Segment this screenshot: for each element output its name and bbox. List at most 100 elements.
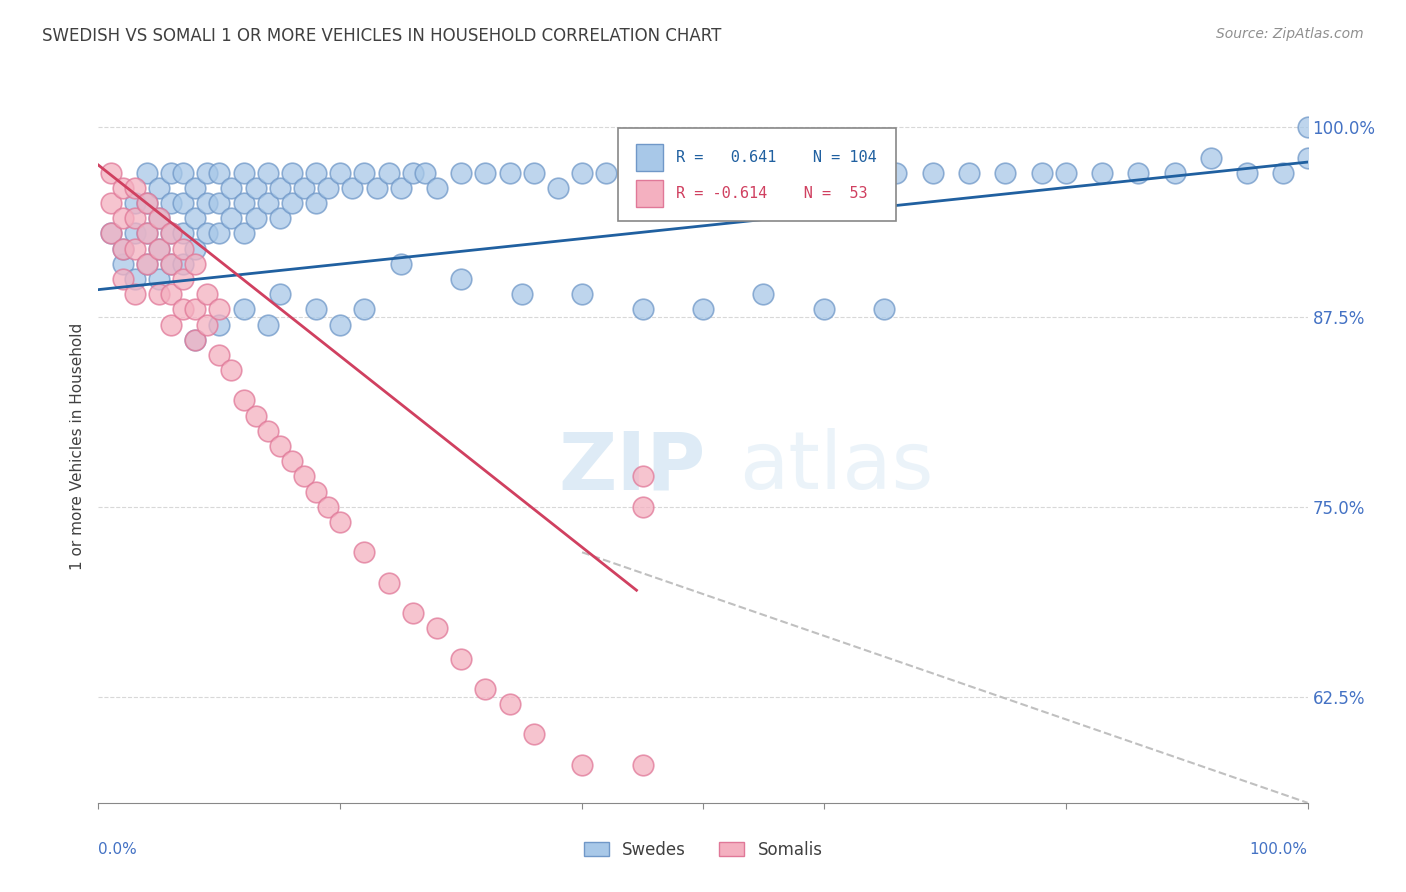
- Point: [124, 211, 146, 226]
- Point: [184, 242, 207, 256]
- Point: [111, 242, 134, 256]
- Point: [124, 196, 146, 211]
- Point: [269, 439, 291, 453]
- Point: [160, 257, 183, 271]
- Point: [595, 166, 617, 180]
- FancyBboxPatch shape: [619, 128, 897, 221]
- Point: [221, 211, 243, 226]
- Point: [498, 166, 520, 180]
- Point: [160, 166, 183, 180]
- Point: [135, 227, 157, 241]
- Text: Source: ZipAtlas.com: Source: ZipAtlas.com: [1216, 27, 1364, 41]
- Point: [292, 469, 315, 483]
- Point: [135, 166, 157, 180]
- Point: [184, 333, 207, 347]
- Point: [148, 287, 170, 301]
- Point: [631, 757, 654, 772]
- Point: [450, 651, 472, 665]
- Point: [208, 196, 231, 211]
- Text: SWEDISH VS SOMALI 1 OR MORE VEHICLES IN HOUSEHOLD CORRELATION CHART: SWEDISH VS SOMALI 1 OR MORE VEHICLES IN …: [42, 27, 721, 45]
- Point: [111, 211, 134, 226]
- Point: [124, 272, 146, 286]
- Point: [813, 166, 835, 180]
- Point: [957, 166, 980, 180]
- Point: [619, 181, 641, 195]
- Point: [752, 166, 775, 180]
- Point: [184, 333, 207, 347]
- Point: [160, 227, 183, 241]
- Point: [994, 166, 1017, 180]
- Point: [1128, 166, 1150, 180]
- Point: [256, 424, 278, 438]
- Point: [474, 681, 496, 696]
- Point: [195, 287, 218, 301]
- Point: [160, 318, 183, 332]
- Point: [256, 318, 278, 332]
- Point: [160, 227, 183, 241]
- Point: [232, 166, 254, 180]
- Text: R =   0.641    N = 104: R = 0.641 N = 104: [676, 150, 877, 165]
- Point: [692, 302, 714, 317]
- Point: [631, 500, 654, 514]
- Point: [135, 196, 157, 211]
- Point: [668, 181, 690, 195]
- Point: [1031, 166, 1053, 180]
- Point: [389, 181, 412, 195]
- Text: R = -0.614    N =  53: R = -0.614 N = 53: [676, 186, 868, 201]
- Point: [256, 196, 278, 211]
- Point: [413, 166, 436, 180]
- Point: [124, 181, 146, 195]
- Point: [245, 409, 267, 423]
- Point: [849, 166, 872, 180]
- Point: [305, 196, 328, 211]
- Point: [692, 166, 714, 180]
- Point: [1272, 166, 1295, 180]
- Point: [245, 181, 267, 195]
- Point: [124, 287, 146, 301]
- Point: [305, 484, 328, 499]
- Point: [148, 211, 170, 226]
- Point: [281, 454, 304, 468]
- Point: [148, 242, 170, 256]
- Point: [232, 196, 254, 211]
- Text: atlas: atlas: [740, 428, 934, 507]
- Point: [172, 242, 194, 256]
- Point: [329, 166, 352, 180]
- Point: [571, 287, 593, 301]
- Point: [292, 181, 315, 195]
- Point: [450, 272, 472, 286]
- Point: [1236, 166, 1258, 180]
- Point: [377, 575, 399, 590]
- Point: [716, 181, 738, 195]
- Point: [100, 227, 122, 241]
- Point: [571, 757, 593, 772]
- Point: [631, 302, 654, 317]
- Point: [281, 166, 304, 180]
- Point: [353, 166, 375, 180]
- Point: [1296, 151, 1319, 165]
- Point: [789, 166, 811, 180]
- Point: [316, 181, 339, 195]
- Point: [269, 211, 291, 226]
- Point: [450, 166, 472, 180]
- Point: [426, 181, 449, 195]
- Point: [221, 181, 243, 195]
- Point: [886, 166, 908, 180]
- Point: [329, 515, 352, 529]
- Point: [148, 242, 170, 256]
- Point: [172, 272, 194, 286]
- Point: [1163, 166, 1185, 180]
- Point: [124, 242, 146, 256]
- Legend: Swedes, Somalis: Swedes, Somalis: [583, 840, 823, 859]
- Point: [184, 257, 207, 271]
- Point: [1054, 166, 1077, 180]
- Point: [329, 318, 352, 332]
- Point: [269, 181, 291, 195]
- Point: [316, 500, 339, 514]
- Point: [474, 166, 496, 180]
- Point: [195, 166, 218, 180]
- Point: [124, 227, 146, 241]
- Point: [281, 196, 304, 211]
- Point: [269, 287, 291, 301]
- Point: [184, 302, 207, 317]
